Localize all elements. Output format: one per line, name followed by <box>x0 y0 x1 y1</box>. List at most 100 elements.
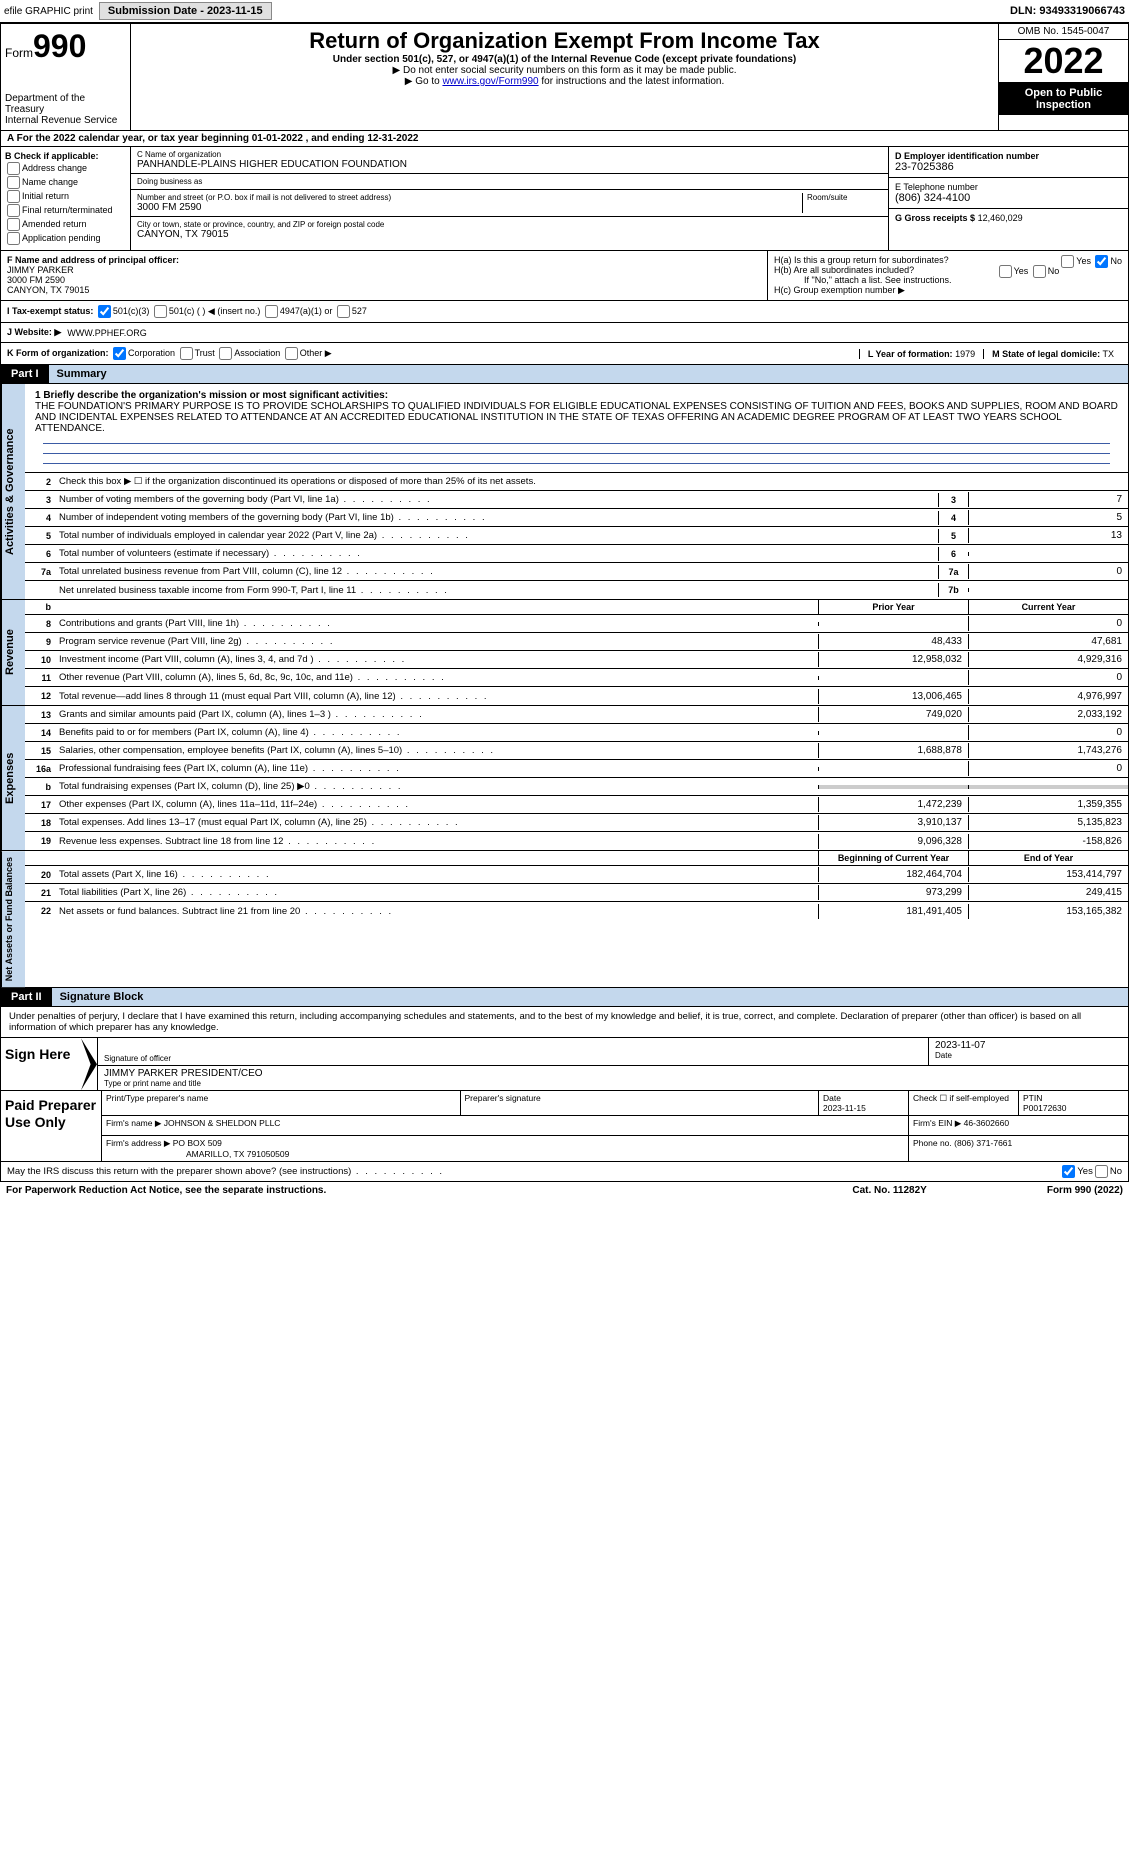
rev-line-11: 11Other revenue (Part VIII, column (A), … <box>25 669 1128 687</box>
j-label: J Website: ▶ <box>7 327 61 338</box>
chk-final-return[interactable]: Final return/terminated <box>5 204 126 217</box>
submission-date-button[interactable]: Submission Date - 2023-11-15 <box>99 2 272 20</box>
sign-arrow-icon <box>81 1038 97 1090</box>
chk-address-change[interactable]: Address change <box>5 162 126 175</box>
prep-addr-cell: Firm's address ▶ PO BOX 509 AMARILLO, TX… <box>101 1136 908 1161</box>
chk-501c[interactable] <box>154 305 167 318</box>
form-title: Return of Organization Exempt From Incom… <box>135 28 994 54</box>
na-header: Beginning of Current Year End of Year <box>25 851 1128 866</box>
vert-label-na: Net Assets or Fund Balances <box>1 851 25 987</box>
irs-link[interactable]: www.irs.gov/Form990 <box>442 76 538 87</box>
top-bar: efile GRAPHIC print Submission Date - 20… <box>0 0 1129 23</box>
discuss-text: May the IRS discuss this return with the… <box>7 1166 1060 1177</box>
discuss-no[interactable] <box>1095 1165 1108 1178</box>
c-city-label: City or town, state or province, country… <box>137 220 882 229</box>
chk-4947[interactable] <box>265 305 278 318</box>
prep-selfemp[interactable]: Check ☐ if self-employed <box>908 1091 1018 1115</box>
dept-treasury: Department of the Treasury <box>5 93 126 115</box>
e-phone-value: (806) 324-4100 <box>895 192 1122 204</box>
chk-501c3[interactable] <box>98 305 111 318</box>
footer-discuss: May the IRS discuss this return with the… <box>0 1162 1129 1182</box>
part1-title: Summary <box>49 365 1128 383</box>
prep-date-cell: Date2023-11-15 <box>818 1091 908 1115</box>
j-row: J Website: ▶ WWW.PPHEF.ORG <box>0 323 1129 343</box>
rev-line-8: 8Contributions and grants (Part VIII, li… <box>25 615 1128 633</box>
vert-label-gov: Activities & Governance <box>1 384 25 599</box>
irs-label: Internal Revenue Service <box>5 115 126 126</box>
ha-yes[interactable] <box>1061 255 1074 268</box>
chk-initial-return[interactable]: Initial return <box>5 190 126 203</box>
line-2: 2 Check this box ▶ ☐ if the organization… <box>25 473 1128 491</box>
chk-assoc[interactable] <box>219 347 232 360</box>
prep-ein-cell: Firm's EIN ▶ 46-3602660 <box>908 1116 1128 1135</box>
c-name-label: C Name of organization <box>137 150 882 159</box>
mission-block: 1 Briefly describe the organization's mi… <box>25 384 1128 473</box>
i-row: I Tax-exempt status: 501(c)(3) 501(c) ( … <box>0 301 1129 323</box>
na-line-20: 20Total assets (Part X, line 16)182,464,… <box>25 866 1128 884</box>
exp-line-17: 17Other expenses (Part IX, column (A), l… <box>25 796 1128 814</box>
part1-badge: Part I <box>1 365 49 383</box>
vert-label-exp: Expenses <box>1 706 25 850</box>
exp-line-19: 19Revenue less expenses. Subtract line 1… <box>25 832 1128 850</box>
h-a: H(a) Is this a group return for subordin… <box>774 255 1122 265</box>
mission-line <box>43 456 1110 464</box>
chk-corp[interactable] <box>113 347 126 360</box>
line-3: 3Number of voting members of the governi… <box>25 491 1128 509</box>
part2-badge: Part II <box>1 988 52 1006</box>
rev-line-12: 12Total revenue—add lines 8 through 11 (… <box>25 687 1128 705</box>
cat-no: Cat. No. 11282Y <box>852 1185 926 1196</box>
discuss-yes[interactable] <box>1062 1165 1075 1178</box>
exp-line-14: 14Benefits paid to or for members (Part … <box>25 724 1128 742</box>
h-c: H(c) Group exemption number ▶ <box>774 285 1122 296</box>
col-h-group: H(a) Is this a group return for subordin… <box>768 251 1128 300</box>
part1-header: Part I Summary <box>0 365 1129 384</box>
hb-no[interactable] <box>1033 265 1046 278</box>
chk-trust[interactable] <box>180 347 193 360</box>
exp-line-b: bTotal fundraising expenses (Part IX, co… <box>25 778 1128 796</box>
ha-no[interactable] <box>1095 255 1108 268</box>
c-street-label: Number and street (or P.O. box if mail i… <box>137 193 802 202</box>
hdr-end-year: End of Year <box>968 851 1128 865</box>
sign-here-label: Sign Here <box>1 1038 81 1090</box>
part2-header: Part II Signature Block <box>0 988 1129 1007</box>
na-line-22: 22Net assets or fund balances. Subtract … <box>25 902 1128 920</box>
c-street-value: 3000 FM 2590 <box>137 202 802 213</box>
chk-other[interactable] <box>285 347 298 360</box>
section-expenses: Expenses 13Grants and similar amounts pa… <box>0 706 1129 851</box>
ssn-note: ▶ Do not enter social security numbers o… <box>135 65 994 76</box>
h-b-note: If "No," attach a list. See instructions… <box>774 275 1122 285</box>
d-ein-label: D Employer identification number <box>895 151 1122 161</box>
chk-amended-return[interactable]: Amended return <box>5 218 126 231</box>
tax-year: 2022 <box>999 40 1128 83</box>
chk-527[interactable] <box>337 305 350 318</box>
line-2-text: Check this box ▶ ☐ if the organization d… <box>55 474 1128 489</box>
chk-application-pending[interactable]: Application pending <box>5 232 126 245</box>
d-ein-value: 23-7025386 <box>895 161 1122 173</box>
hb-yes[interactable] <box>999 265 1012 278</box>
f-officer-city: CANYON, TX 79015 <box>7 285 761 295</box>
col-b-checkboxes: B Check if applicable: Address change Na… <box>1 147 131 250</box>
f-label: F Name and address of principal officer: <box>7 255 761 265</box>
chk-name-change[interactable]: Name change <box>5 176 126 189</box>
c-org-name: PANHANDLE-PLAINS HIGHER EDUCATION FOUNDA… <box>137 159 882 170</box>
hdr-current-year: Current Year <box>968 600 1128 614</box>
sig-name-value: JIMMY PARKER PRESIDENT/CEO <box>104 1068 1122 1079</box>
line-5: 5Total number of individuals employed in… <box>25 527 1128 545</box>
sig-name-label: Type or print name and title <box>104 1079 1122 1088</box>
footer-last: For Paperwork Reduction Act Notice, see … <box>0 1182 1129 1199</box>
k-label: K Form of organization: <box>7 348 109 358</box>
section-net-assets: Net Assets or Fund Balances Beginning of… <box>0 851 1129 988</box>
g-gross-value: 12,460,029 <box>978 213 1023 223</box>
sig-date-label: Date <box>935 1051 1122 1060</box>
paperwork-notice: For Paperwork Reduction Act Notice, see … <box>6 1185 852 1196</box>
j-website: WWW.PPHEF.ORG <box>67 328 147 338</box>
k-row: K Form of organization: Corporation Trus… <box>0 343 1129 365</box>
prep-sig-hdr: Preparer's signature <box>460 1091 819 1115</box>
b-label: B Check if applicable: <box>5 151 126 161</box>
col-c-org-info: C Name of organization PANHANDLE-PLAINS … <box>131 147 888 250</box>
section-governance: Activities & Governance 1 Briefly descri… <box>0 384 1129 600</box>
sig-date-value: 2023-11-07 <box>935 1040 1122 1051</box>
form-header: Form990 Department of the Treasury Inter… <box>0 23 1129 131</box>
exp-line-15: 15Salaries, other compensation, employee… <box>25 742 1128 760</box>
g-gross-label: G Gross receipts $ <box>895 213 975 223</box>
